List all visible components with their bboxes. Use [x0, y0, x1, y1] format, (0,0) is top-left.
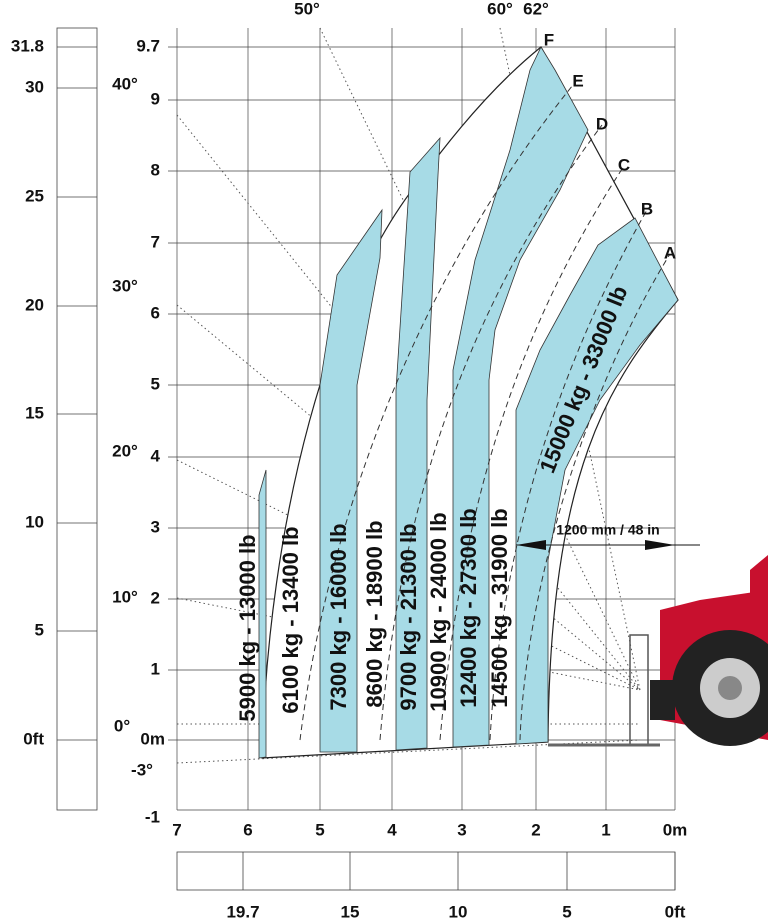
angle-label: 40°: [112, 74, 138, 93]
angle-label: 60°: [487, 0, 513, 18]
reach-m-label: 7: [172, 820, 181, 839]
reach-ft-label: 10: [449, 902, 468, 921]
load-band-label: 5900 kg - 13000 lb: [235, 534, 260, 721]
height-m-label: 2: [151, 588, 160, 607]
height-ft-label: 30: [25, 77, 44, 96]
boom-position: E: [572, 71, 583, 90]
reach-m-label: 2: [531, 820, 540, 839]
dimension-label: 1200 mm / 48 in: [556, 522, 660, 538]
boom-position: B: [641, 199, 653, 218]
height-ft-label: 25: [25, 186, 44, 205]
boom-position: D: [596, 114, 608, 133]
angle-label: 62°: [523, 0, 549, 18]
load-band-label: 12400 kg - 27300 lb: [456, 508, 481, 707]
boom-position: A: [664, 243, 676, 262]
machine: [548, 555, 768, 747]
load-band-label: 9700 kg - 21300 lb: [396, 523, 421, 710]
height-m-label: 8: [151, 160, 160, 179]
reach-ft-label: 15: [341, 902, 360, 921]
angle-label: 20°: [112, 441, 138, 460]
reach-m-label: 5: [315, 820, 324, 839]
height-m-label: -1: [145, 807, 160, 826]
height-m-label: 7: [151, 232, 160, 251]
height-m-label: 9.7: [136, 36, 160, 55]
height-ft-label: 20: [25, 295, 44, 314]
angle-label: 30°: [112, 276, 138, 295]
angle-label: 50°: [294, 0, 320, 18]
height-m-label: 4: [151, 446, 161, 465]
load-band-label: 10900 kg - 24000 lb: [426, 512, 451, 711]
angle-label: 10°: [112, 587, 138, 606]
load-band-label: 14500 kg - 31900 lb: [487, 508, 512, 707]
height-m-label: 5: [151, 374, 160, 393]
height-ft-label: 5: [35, 620, 44, 639]
angle-label: -3°: [131, 760, 153, 779]
height-m-label: 0m: [140, 729, 165, 748]
reach-m-label: 1: [601, 820, 610, 839]
load-band-label: 8600 kg - 18900 lb: [362, 520, 387, 707]
boom-position: C: [618, 155, 630, 174]
height-ft-label: 31.8: [11, 36, 44, 55]
height-m-label: 1: [151, 659, 160, 678]
height-m-label: 6: [151, 303, 160, 322]
height-ft-label: 15: [25, 403, 44, 422]
reach-ft-label: 5: [562, 902, 571, 921]
reach-m-label: 3: [457, 820, 466, 839]
height-ft-label: 10: [25, 512, 44, 531]
reach-ft-label: 19.7: [226, 902, 259, 921]
reach-m-label: 4: [387, 820, 397, 839]
height-ft-label: 0ft: [23, 729, 44, 748]
reach-m-label: 6: [243, 820, 252, 839]
dimension-arrow: [516, 540, 700, 550]
height-m-label: 3: [151, 517, 160, 536]
load-envelope: [258, 46, 679, 759]
load-band-label: 6100 kg - 13400 lb: [278, 526, 303, 713]
reach-m-label: 0m: [663, 820, 688, 839]
angle-label: 0°: [114, 716, 130, 735]
height-m-label: 9: [151, 89, 160, 108]
boom-position: F: [544, 30, 554, 49]
load-band-label: 7300 kg - 16000 lb: [326, 523, 351, 710]
reach-ft-label: 0ft: [665, 902, 686, 921]
